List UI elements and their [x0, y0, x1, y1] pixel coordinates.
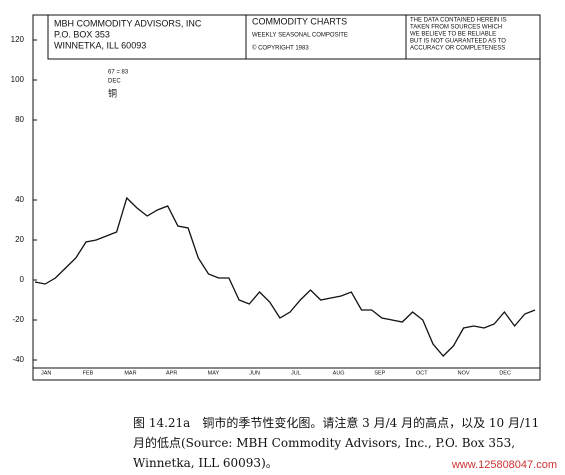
price-line [34, 196, 536, 357]
title-line: COMMODITY CHARTS [252, 16, 347, 26]
annotation: 铜 [108, 87, 117, 98]
month-label: SEP [374, 370, 385, 376]
month-label: APR [166, 370, 177, 376]
title-line: © COPYRIGHT 1983 [252, 45, 309, 52]
y-tick-label: 100 [11, 75, 25, 84]
y-tick-label: 80 [15, 115, 24, 124]
month-label: MAY [208, 370, 220, 376]
company-line: MBH COMMODITY ADVISORS, INC [54, 18, 202, 28]
caption: 图 14.21a 铜市的季节性变化图。请注意 3 月/4 月的高点，以及 10 … [133, 416, 540, 470]
month-label: AUG [333, 370, 345, 376]
y-tick-label: -20 [12, 315, 24, 324]
watermark: www.125808047.com [451, 459, 557, 471]
header-box [405, 14, 541, 60]
disclaimer-line: THE DATA CONTAINED HEREIN IS [410, 18, 507, 24]
y-tick-label: 40 [15, 195, 24, 204]
month-label: MAR [124, 370, 136, 376]
y-tick-label: -40 [12, 355, 24, 364]
y-tick-label: 0 [20, 275, 25, 284]
disclaimer-line: TAKEN FROM SOURCES WHICH [410, 25, 502, 31]
annotation: 67 = 83 [108, 70, 129, 76]
month-label: JUN [249, 370, 260, 376]
company-line: P.O. BOX 353 [54, 29, 110, 39]
disclaimer-line: BUT IS NOT GUARANTEED AS TO [410, 39, 506, 45]
month-label: JUL [291, 370, 301, 376]
title-line: WEEKLY SEASONAL COMPOSITE [252, 33, 348, 39]
annotation: DEC [108, 79, 121, 85]
month-label: DEC [499, 370, 511, 376]
month-label: JAN [41, 370, 51, 376]
y-tick-label: 20 [15, 235, 24, 244]
month-label: FEB [83, 370, 94, 376]
disclaimer-line: WE BELIEVE TO BE RELIABLE [410, 32, 496, 38]
month-label: NOV [458, 370, 470, 376]
company-line: WINNETKA, ILL 60093 [54, 40, 146, 50]
y-tick-label: 120 [11, 35, 25, 44]
disclaimer-line: ACCURACY OR COMPLETENESS [410, 46, 505, 52]
month-label: OCT [416, 370, 428, 376]
